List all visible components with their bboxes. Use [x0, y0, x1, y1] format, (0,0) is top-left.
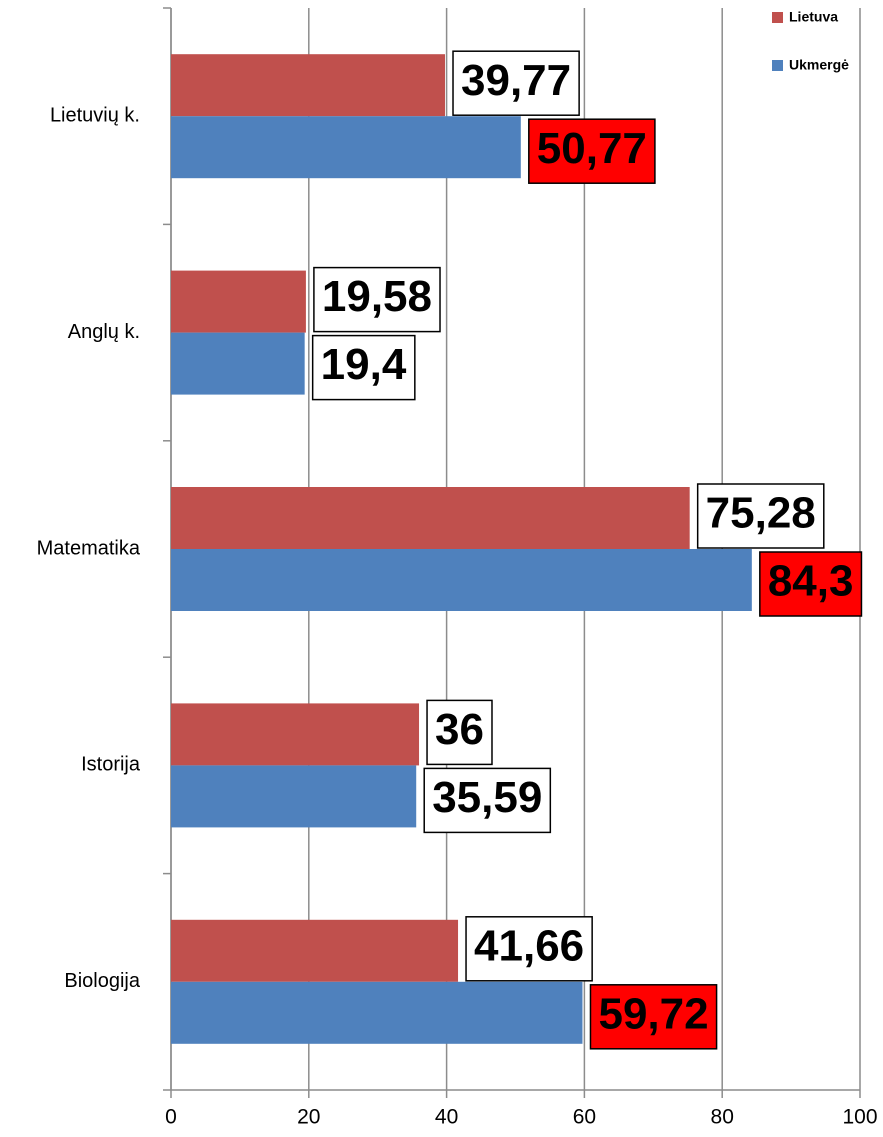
value-label-box — [452, 50, 580, 116]
bar — [171, 54, 446, 117]
y-tick-label: Lietuvių k. — [50, 104, 140, 126]
legend-label: Ukmergė — [789, 57, 849, 73]
value-label-box — [313, 266, 441, 333]
value-label-box — [528, 118, 656, 184]
value-label-box — [426, 699, 493, 766]
x-tick-label: 0 — [165, 1106, 177, 1129]
value-label: 75,28 — [696, 483, 825, 549]
value-label: 36 — [426, 699, 493, 766]
bar — [171, 116, 521, 179]
value-label: 39,77 — [452, 50, 580, 116]
y-tick-label: Matematika — [37, 537, 141, 559]
bar — [171, 703, 420, 766]
legend-swatch — [772, 60, 783, 71]
value-label-text: 35,59 — [432, 773, 542, 822]
value-label-text: 41,66 — [474, 921, 584, 970]
value-label-text: 36 — [435, 705, 484, 754]
bar — [171, 919, 459, 982]
bar — [171, 332, 305, 395]
y-tick-label: Istorija — [81, 754, 141, 776]
value-label-box — [759, 551, 863, 617]
bar — [171, 270, 306, 333]
value-label-text: 75,28 — [706, 489, 816, 538]
value-label-text: 19,4 — [321, 340, 407, 389]
value-label-text: 50,77 — [537, 124, 647, 173]
value-label: 41,66 — [465, 916, 593, 982]
value-label: 35,59 — [423, 767, 552, 834]
value-label-text: 84,3 — [768, 557, 854, 606]
value-label: 19,58 — [313, 266, 441, 333]
value-label: 84,3 — [759, 551, 863, 617]
legend-label: Lietuva — [789, 9, 838, 25]
value-label-text: 19,58 — [322, 272, 432, 321]
x-tick-label: 100 — [842, 1106, 877, 1129]
value-label: 59,72 — [589, 984, 718, 1050]
bar — [171, 549, 752, 611]
value-label-box — [589, 984, 718, 1050]
value-label-text: 59,72 — [598, 989, 708, 1038]
bar — [171, 981, 583, 1044]
value-label-box — [465, 916, 593, 982]
bar — [171, 487, 690, 549]
value-label-box — [423, 767, 552, 834]
y-tick-label: Anglų k. — [68, 321, 140, 343]
value-label: 19,4 — [311, 334, 416, 401]
x-tick-label: 20 — [297, 1106, 320, 1129]
x-tick-label: 40 — [435, 1106, 458, 1129]
value-label-box — [696, 483, 825, 549]
value-label-text: 39,77 — [461, 56, 571, 105]
value-label-box — [311, 334, 416, 401]
bar — [171, 765, 417, 828]
x-tick-label: 60 — [573, 1106, 596, 1129]
y-tick-label: Biologija — [64, 970, 140, 992]
value-label: 50,77 — [528, 118, 656, 184]
x-tick-label: 80 — [711, 1106, 734, 1129]
legend-swatch — [772, 12, 783, 23]
